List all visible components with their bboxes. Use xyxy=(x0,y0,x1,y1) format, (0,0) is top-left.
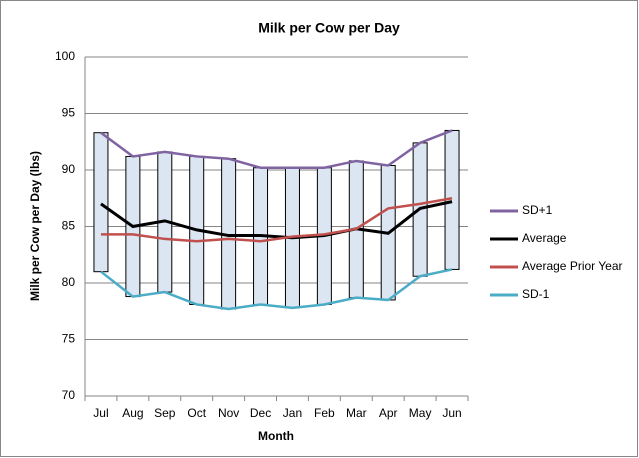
x-tick-label: Oct xyxy=(187,406,206,420)
legend-label: Average Prior Year xyxy=(522,259,623,273)
series-line xyxy=(100,268,453,311)
y-tick-label: 95 xyxy=(62,106,76,120)
x-tick-label: Feb xyxy=(314,406,335,420)
x-axis-title: Month xyxy=(258,429,294,443)
legend-label: Average xyxy=(522,231,567,245)
x-tick-label: Dec xyxy=(250,406,271,420)
series-line xyxy=(100,129,453,169)
up-down-bar xyxy=(93,132,109,273)
legend-label: SD+1 xyxy=(522,203,553,217)
x-tick-label: Jan xyxy=(283,406,302,420)
x-tick-label: Aug xyxy=(122,406,143,420)
x-tick-label: May xyxy=(409,406,432,420)
chart-title: Milk per Cow per Day xyxy=(258,20,400,36)
y-tick-label: 80 xyxy=(62,275,76,289)
y-tick-label: 90 xyxy=(62,162,76,176)
x-tick-label: Mar xyxy=(346,406,367,420)
y-tick-label: 100 xyxy=(55,49,75,63)
y-axis-title: Milk per Cow per Day (lbs) xyxy=(28,151,42,301)
legend-label: SD-1 xyxy=(522,287,550,301)
x-tick-label: Nov xyxy=(218,406,239,420)
y-tick-label: 75 xyxy=(62,332,76,346)
series-line xyxy=(100,200,453,240)
x-tick-label: Jun xyxy=(442,406,461,420)
x-tick-label: Sep xyxy=(154,406,176,420)
x-tick-label: Apr xyxy=(379,406,398,420)
series-line xyxy=(100,197,453,243)
y-tick-label: 85 xyxy=(62,219,76,233)
x-tick-label: Jul xyxy=(93,406,108,420)
y-tick-label: 70 xyxy=(62,388,76,402)
